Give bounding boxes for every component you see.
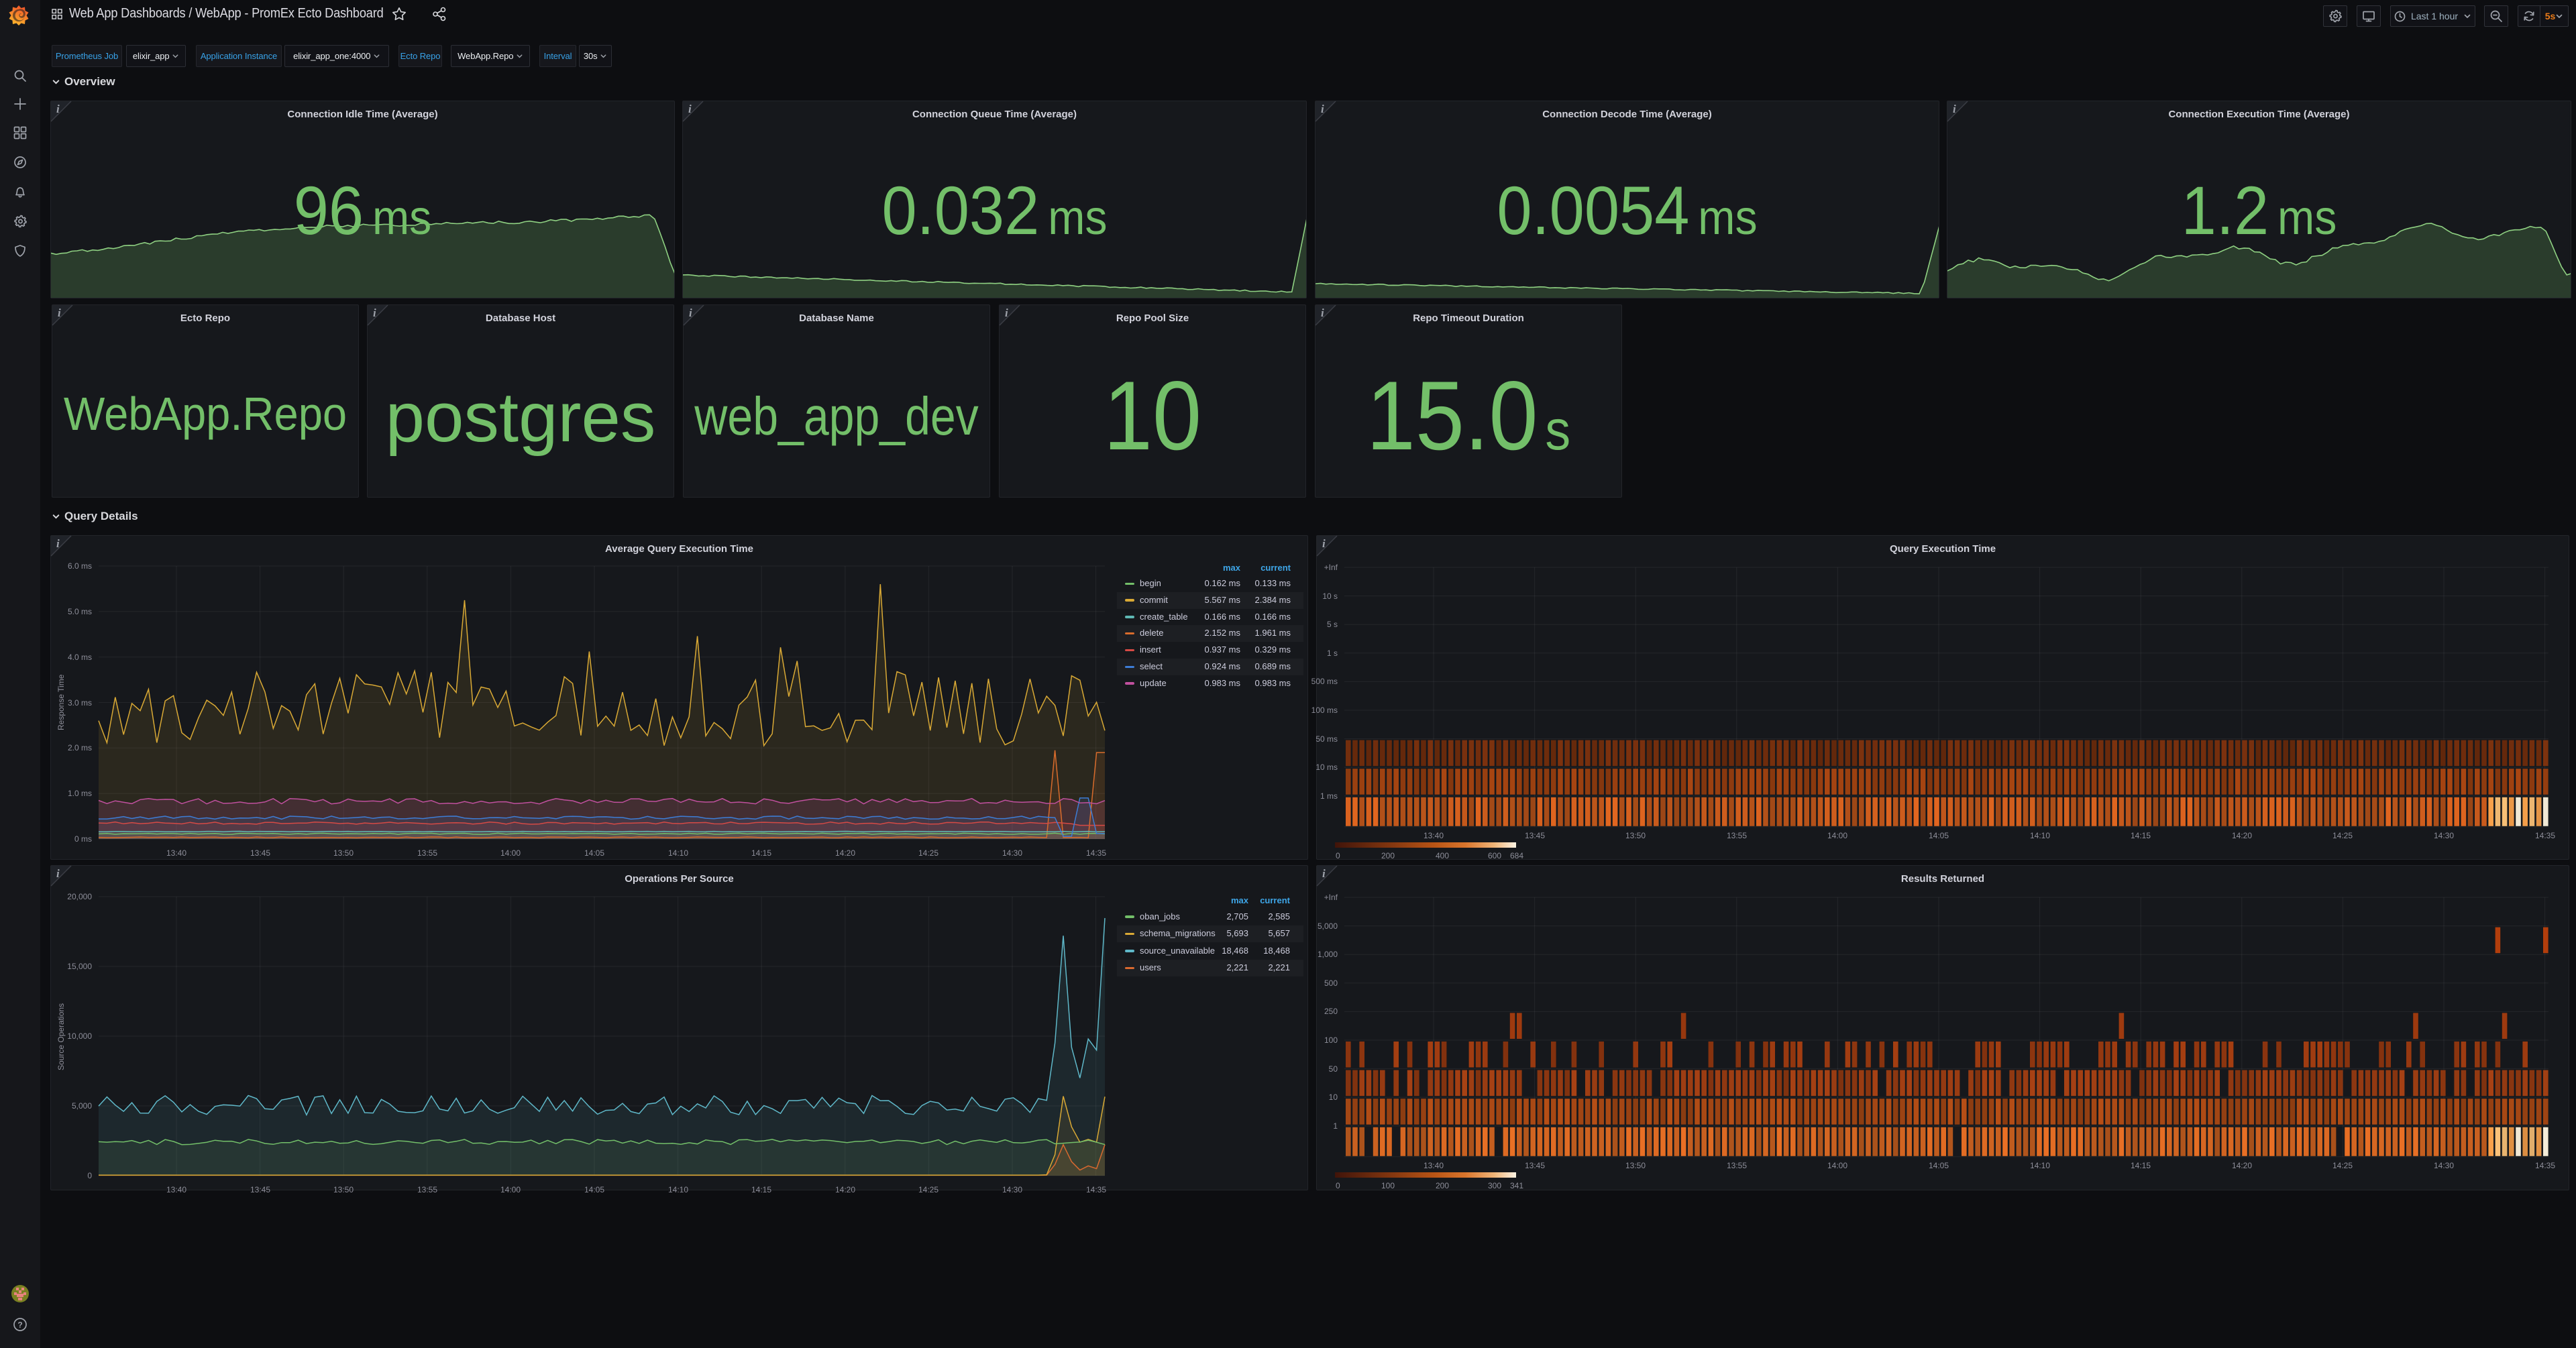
- svg-text:i: i: [1321, 103, 1324, 115]
- svg-text:i: i: [56, 537, 60, 550]
- svg-text:i: i: [58, 306, 61, 319]
- svg-text:i: i: [56, 103, 60, 115]
- svg-text:?: ?: [17, 1321, 22, 1330]
- svg-text:i: i: [1321, 306, 1324, 319]
- svg-text:i: i: [373, 306, 376, 319]
- svg-text:i: i: [1322, 537, 1326, 550]
- svg-text:i: i: [1953, 103, 1956, 115]
- svg-text:i: i: [56, 867, 60, 880]
- svg-text:i: i: [689, 306, 692, 319]
- svg-text:i: i: [1005, 306, 1008, 319]
- svg-text:i: i: [688, 103, 692, 115]
- svg-text:i: i: [1322, 867, 1326, 880]
